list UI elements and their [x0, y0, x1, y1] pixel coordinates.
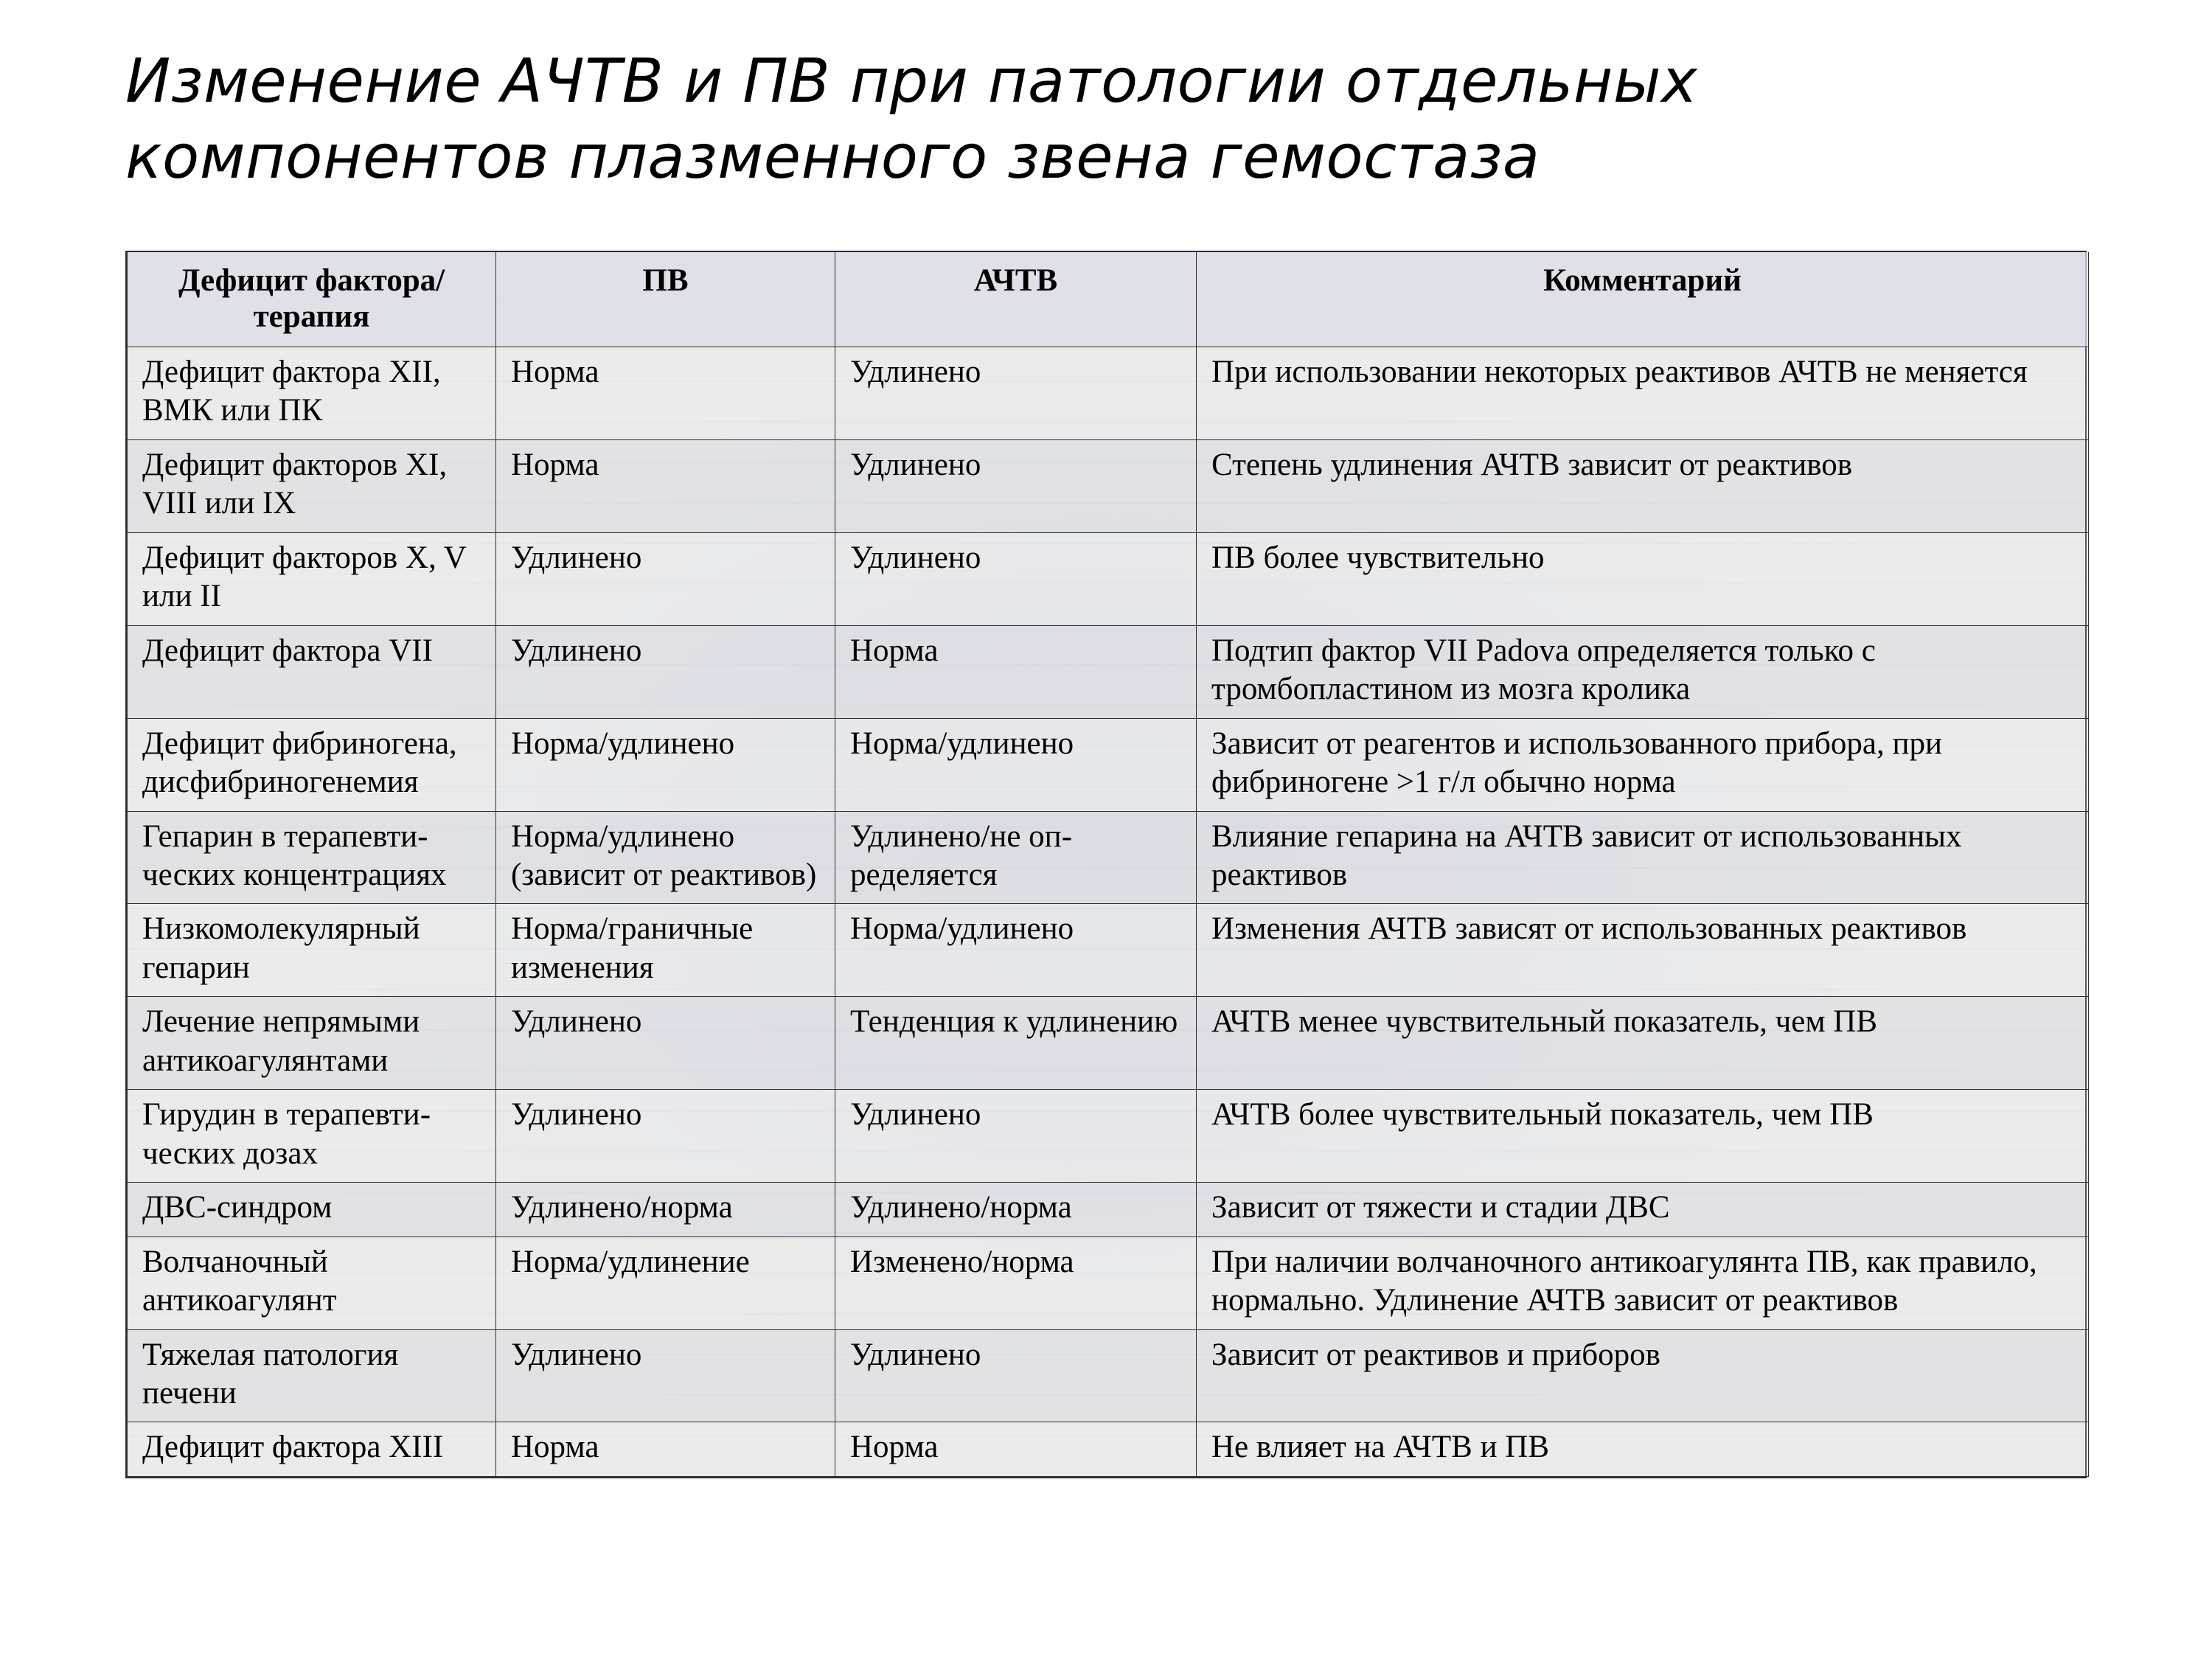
cell-comment: Не влияет на АЧТВ и ПВ [1197, 1422, 2089, 1476]
table-row: Дефицит фактора VII Удлинено Норма Подти… [128, 625, 2089, 718]
cell-comment: ПВ более чувствительно [1197, 532, 2089, 625]
col-header-comment: Комментарий [1197, 252, 2089, 347]
cell-factor: Дефицит фактора XIII [128, 1422, 496, 1476]
table-row: Дефицит фактора XII, ВМК или ПК Норма Уд… [128, 347, 2089, 440]
cell-factor: Лечение непрямыми антикоагулянтами [128, 997, 496, 1090]
cell-comment: Степень удлинения АЧТВ зависит от реакти… [1197, 439, 2089, 532]
cell-factor: Тяжелая патология печени [128, 1329, 496, 1422]
cell-achtv: Норма [835, 1422, 1197, 1476]
cell-achtv: Норма [835, 625, 1197, 718]
cell-achtv: Норма/удлинено [835, 904, 1197, 997]
cell-achtv: Удлинено [835, 532, 1197, 625]
cell-comment: При наличии волчаночного антикоагулянта … [1197, 1237, 2089, 1329]
cell-pv: Удлинено/норма [496, 1183, 835, 1237]
cell-pv: Норма [496, 439, 835, 532]
cell-pv: Удлинено [496, 997, 835, 1090]
table-row: Волчаночный антикоагулянт Норма/удлинени… [128, 1237, 2089, 1329]
table-row: Гирудин в терапевти­ческих дозах Удлинен… [128, 1090, 2089, 1183]
cell-achtv: Удлинено [835, 347, 1197, 440]
table-row: Дефицит фактора XIII Норма Норма Не влия… [128, 1422, 2089, 1476]
cell-pv: Норма/удлинение [496, 1237, 835, 1329]
table-row: Тяжелая патология печени Удлинено Удлине… [128, 1329, 2089, 1422]
table-body: Дефицит фактора XII, ВМК или ПК Норма Уд… [128, 347, 2089, 1477]
cell-pv: Норма [496, 1422, 835, 1476]
cell-factor: Гепарин в терапевти­ческих концентрациях [128, 811, 496, 904]
table-row: Гепарин в терапевти­ческих концентрациях… [128, 811, 2089, 904]
cell-factor: ДВС-синдром [128, 1183, 496, 1237]
slide: Изменение АЧТВ и ПВ при патологии отдель… [0, 0, 2212, 1659]
cell-pv: Норма/удлинено [496, 718, 835, 811]
cell-pv: Норма/удлинено (зависит от реак­тивов) [496, 811, 835, 904]
cell-factor: Дефицит фибриногена, дисфибриногенемия [128, 718, 496, 811]
hemostasis-table: Дефицит фактора/терапия ПВ АЧТВ Коммента… [127, 252, 2089, 1477]
cell-comment: Зависит от реагентов и использованного п… [1197, 718, 2089, 811]
cell-factor: Низкомолекулярный гепарин [128, 904, 496, 997]
cell-pv: Удлинено [496, 532, 835, 625]
cell-achtv: Удлинено [835, 439, 1197, 532]
cell-comment: Изменения АЧТВ зависят от использован­ны… [1197, 904, 2089, 997]
cell-achtv: Изменено/норма [835, 1237, 1197, 1329]
table-row: Низкомолекулярный гепарин Норма/граничны… [128, 904, 2089, 997]
cell-achtv: Удлинено/не оп­ределяется [835, 811, 1197, 904]
cell-achtv: Удлинено/норма [835, 1183, 1197, 1237]
cell-comment: Подтип фактор VII Padova определяется то… [1197, 625, 2089, 718]
table-row: Дефицит факторов X, V или II Удлинено Уд… [128, 532, 2089, 625]
cell-factor: Дефицит фактора XII, ВМК или ПК [128, 347, 496, 440]
cell-factor: Дефицит факторов XI, VIII или IX [128, 439, 496, 532]
table-row: Дефицит фибриногена, дисфибриногенемия Н… [128, 718, 2089, 811]
table-row: Лечение непрямыми антикоагулянтами Удлин… [128, 997, 2089, 1090]
cell-achtv: Удлинено [835, 1090, 1197, 1183]
cell-pv: Удлинено [496, 625, 835, 718]
col-header-factor: Дефицит фактора/терапия [128, 252, 496, 347]
cell-factor: Дефицит фактора VII [128, 625, 496, 718]
cell-achtv: Тенденция к уд­линению [835, 997, 1197, 1090]
cell-comment: Зависит от реактивов и приборов [1197, 1329, 2089, 1422]
cell-comment: АЧТВ более чувствительный показатель, че… [1197, 1090, 2089, 1183]
cell-comment: АЧТВ менее чувствительный показатель, че… [1197, 997, 2089, 1090]
slide-title: Изменение АЧТВ и ПВ при патологии отдель… [125, 44, 2087, 195]
cell-achtv: Норма/удлинено [835, 718, 1197, 811]
hemostasis-table-frame: Дефицит фактора/терапия ПВ АЧТВ Коммента… [125, 251, 2087, 1478]
cell-factor: Волчаночный антикоагулянт [128, 1237, 496, 1329]
table-header-row: Дефицит фактора/терапия ПВ АЧТВ Коммента… [128, 252, 2089, 347]
col-header-pv: ПВ [496, 252, 835, 347]
cell-achtv: Удлинено [835, 1329, 1197, 1422]
cell-comment: При использовании некоторых реактивов АЧ… [1197, 347, 2089, 440]
table-row: ДВС-синдром Удлинено/норма Удлинено/норм… [128, 1183, 2089, 1237]
cell-comment: Влияние гепарина на АЧТВ зависит от испо… [1197, 811, 2089, 904]
cell-comment: Зависит от тяжести и стадии ДВС [1197, 1183, 2089, 1237]
cell-pv: Норма [496, 347, 835, 440]
cell-factor: Дефицит факторов X, V или II [128, 532, 496, 625]
table-row: Дефицит факторов XI, VIII или IX Норма У… [128, 439, 2089, 532]
col-header-achtv: АЧТВ [835, 252, 1197, 347]
cell-pv: Удлинено [496, 1090, 835, 1183]
cell-pv: Норма/граничные изменения [496, 904, 835, 997]
cell-pv: Удлинено [496, 1329, 835, 1422]
cell-factor: Гирудин в терапевти­ческих дозах [128, 1090, 496, 1183]
